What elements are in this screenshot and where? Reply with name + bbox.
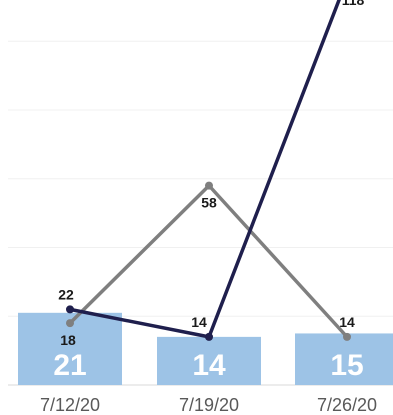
point-value-label: 14 [339, 314, 355, 330]
point-value-label: 18 [60, 332, 76, 348]
data-labels: 21 14 15 18 58 14 22 14 118 [53, 0, 364, 382]
series-point [205, 332, 213, 341]
series-point [205, 181, 213, 190]
point-value-label: 22 [58, 286, 74, 302]
series-point [66, 319, 74, 328]
line-series [66, 0, 351, 341]
bar-series [18, 312, 393, 385]
bar-7/19/20 [157, 336, 261, 385]
point-value-label: 14 [191, 314, 207, 330]
x-tick-label: 7/12/20 [40, 395, 100, 415]
series-line-1 [69, 0, 341, 339]
point-value-label: 118 [342, 0, 365, 8]
bar-7/26/20 [295, 333, 393, 385]
series-point [66, 305, 74, 314]
bar-value-label: 21 [53, 349, 86, 382]
bar-value-label: 15 [330, 349, 363, 382]
point-value-label: 58 [201, 195, 217, 211]
bar-value-label: 14 [192, 349, 226, 382]
x-axis-ticks: 7/12/20 7/19/20 7/26/20 [40, 395, 377, 415]
x-tick-label: 7/19/20 [179, 395, 239, 415]
x-tick-label: 7/26/20 [317, 395, 377, 415]
series-point [343, 332, 351, 341]
